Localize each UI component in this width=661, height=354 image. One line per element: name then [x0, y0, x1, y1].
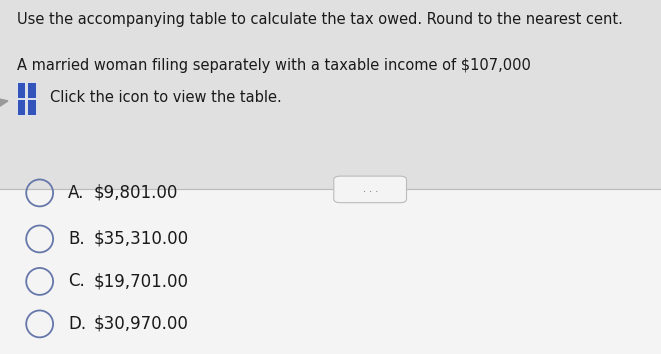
Text: $9,801.00: $9,801.00: [93, 184, 178, 202]
Text: $30,970.00: $30,970.00: [93, 315, 188, 333]
Text: Click the icon to view the table.: Click the icon to view the table.: [50, 90, 282, 105]
FancyBboxPatch shape: [27, 82, 36, 98]
Text: B.: B.: [68, 230, 85, 248]
FancyBboxPatch shape: [0, 189, 661, 354]
FancyBboxPatch shape: [27, 99, 36, 115]
Text: A married woman filing separately with a taxable income of $107,000: A married woman filing separately with a…: [17, 58, 530, 73]
Polygon shape: [0, 99, 8, 106]
FancyBboxPatch shape: [17, 82, 25, 98]
Text: $35,310.00: $35,310.00: [93, 230, 188, 248]
Text: A.: A.: [68, 184, 85, 202]
FancyBboxPatch shape: [0, 0, 661, 189]
Text: Use the accompanying table to calculate the tax owed. Round to the nearest cent.: Use the accompanying table to calculate …: [17, 12, 623, 27]
FancyBboxPatch shape: [334, 176, 407, 202]
Text: D.: D.: [68, 315, 86, 333]
Text: C.: C.: [68, 273, 85, 290]
Text: . . .: . . .: [362, 184, 378, 194]
FancyBboxPatch shape: [17, 99, 25, 115]
Text: $19,701.00: $19,701.00: [93, 273, 188, 290]
